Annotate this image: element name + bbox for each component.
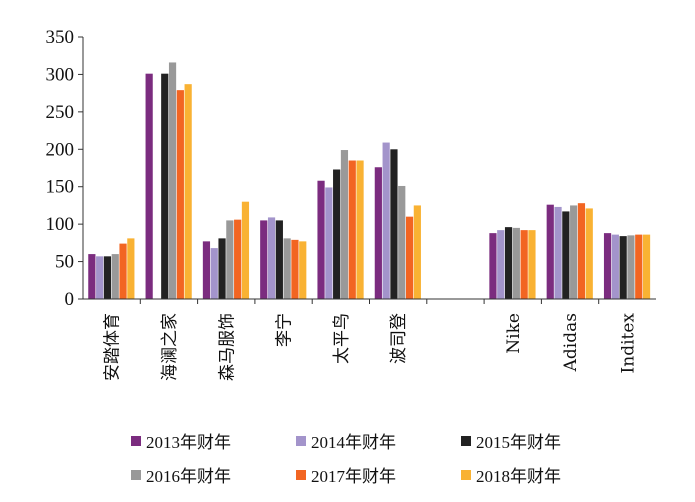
bar-太平鸟-2014年财年 [325,187,333,299]
y-tick-label: 250 [46,102,75,123]
bar-Nike-2017年财年 [520,230,528,299]
bar-Adidas-2016年财年 [570,205,578,299]
bar-太平鸟-2015年财年 [333,169,341,299]
bar-李宁-2016年财年 [283,238,291,299]
bar-Nike-2013年财年 [489,233,497,299]
y-tick-label: 350 [46,27,75,48]
bar-太平鸟-2017年财年 [348,160,356,299]
bar-波司登-2017年财年 [405,216,414,299]
x-category-label: 李宁 [275,313,295,347]
x-category-label: 波司登 [389,313,409,364]
y-tick-label: 100 [46,214,75,235]
category-labels-group: 安踏体育 海澜之家 森马服饰 李宁 太平鸟 波司登 Nike Adidas Inditex [103,299,638,381]
bar-Nike-2015年财年 [504,227,513,299]
x-category-label: 海澜之家 [160,313,180,381]
bars-group [88,62,651,300]
bar-Inditex-2014年财年 [611,234,619,299]
bar-太平鸟-2018年财年 [356,160,364,299]
bar-Inditex-2017年财年 [635,234,643,299]
bar-Inditex-2016年财年 [627,235,635,299]
bar-安踏体育-2018年财年 [127,238,135,299]
bar-李宁-2018年财年 [299,241,307,299]
bar-Adidas-2015年财年 [562,211,570,299]
bar-Adidas-2013年财年 [546,204,554,299]
bar-安踏体育-2014年财年 [96,256,104,299]
bar-李宁-2014年财年 [267,217,276,299]
bar-海澜之家-2018年财年 [184,84,192,299]
bar-Inditex-2013年财年 [603,233,612,299]
bar-Nike-2016年财年 [512,227,520,299]
x-category-label: Nike [504,313,524,354]
y-tick-label: 300 [46,64,75,85]
bar-李宁-2015年财年 [275,220,283,299]
x-category-label: Inditex [618,313,638,374]
bar-Nike-2014年财年 [497,230,505,299]
bar-安踏体育-2016年财年 [111,254,119,299]
bar-波司登-2018年财年 [413,205,421,299]
y-tick-label: 150 [46,177,75,198]
bar-森马服饰-2018年财年 [241,201,250,299]
bar-森马服饰-2017年财年 [234,219,242,299]
bar-安踏体育-2017年财年 [119,243,127,299]
bar-森马服饰-2016年财年 [226,220,234,299]
bar-太平鸟-2016年财年 [340,150,349,299]
x-category-label: Adidas [561,313,581,372]
y-ticks-group: 0 50 100 150 200 250 300 350 [46,27,83,310]
bar-森马服饰-2015年财年 [218,238,226,299]
bar-海澜之家-2013年财年 [145,73,153,300]
bar-Adidas-2017年财年 [577,203,586,299]
bar-波司登-2016年财年 [398,185,406,299]
x-category-label: 太平鸟 [332,313,352,364]
y-tick-label: 50 [55,252,74,273]
bar-海澜之家-2015年财年 [161,73,169,300]
bar-波司登-2013年财年 [374,167,382,299]
bar-海澜之家-2017年财年 [176,90,184,300]
bar-森马服饰-2013年财年 [202,241,211,299]
y-tick-label: 0 [65,289,75,310]
bar-Adidas-2014年财年 [554,206,562,299]
bar-李宁-2013年财年 [260,220,268,299]
bar-Adidas-2018年财年 [585,208,593,299]
bar-安踏体育-2013年财年 [88,254,96,299]
bar-波司登-2015年财年 [390,149,398,299]
bar-李宁-2017年财年 [291,239,299,299]
bar-波司登-2014年财年 [382,142,390,299]
bar-Inditex-2015年财年 [619,236,627,299]
x-category-label: 森马服饰 [217,313,237,381]
bar-Inditex-2018年财年 [642,234,651,299]
x-category-label: 安踏体育 [103,313,123,381]
bar-安踏体育-2015年财年 [103,256,112,299]
bar-太平鸟-2013年财年 [317,180,325,299]
bar-海澜之家-2016年财年 [168,62,177,300]
bar-森马服饰-2014年财年 [210,248,218,299]
y-tick-label: 200 [46,139,75,160]
bar-Nike-2018年财年 [528,230,536,299]
